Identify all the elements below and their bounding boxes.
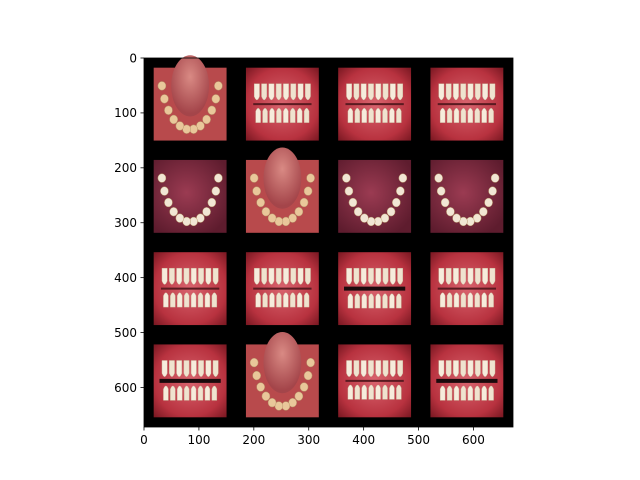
x-tick-label-400: 400 xyxy=(352,433,375,447)
tile-r2-c2-frontal-open xyxy=(338,252,412,326)
x-tick-label-500: 500 xyxy=(407,433,430,447)
x-tick-label-0: 0 xyxy=(140,433,148,447)
tile-r2-c3-frontal xyxy=(430,252,504,326)
x-tick-label-100: 100 xyxy=(187,433,210,447)
tile-r2-c1-frontal xyxy=(245,252,319,326)
y-tick-label-300: 300 xyxy=(114,216,137,230)
tile-r0-c1-frontal xyxy=(245,67,319,141)
y-tick-label-600: 600 xyxy=(114,381,137,395)
tile-r0-c0-lower-occlusal xyxy=(153,55,227,141)
tile-r3-c2-frontal xyxy=(338,344,412,418)
tile-r3-c0-frontal-open xyxy=(153,344,227,418)
y-tick-label-400: 400 xyxy=(114,271,137,285)
x-axis: 0 100 200 300 400 500 600 xyxy=(140,427,485,447)
tile-r3-c3-frontal-open xyxy=(430,344,504,418)
tile-r2-c0-frontal xyxy=(153,252,227,326)
tile-r1-c0-upper-occlusal xyxy=(153,159,227,233)
y-tick-label-500: 500 xyxy=(114,326,137,340)
tile-r1-c3-upper-occlusal xyxy=(430,159,504,233)
tile-r3-c1-lower-occlusal xyxy=(245,332,319,418)
y-axis: 0 100 200 300 400 500 600 xyxy=(114,51,144,395)
x-tick-label-600: 600 xyxy=(462,433,485,447)
x-tick-label-300: 300 xyxy=(297,433,320,447)
x-tick-label-200: 200 xyxy=(242,433,265,447)
tile-r0-c2-frontal xyxy=(338,67,412,141)
image-tiles xyxy=(153,55,504,418)
axes-spines xyxy=(143,57,514,428)
tile-r0-c3-frontal xyxy=(430,67,504,141)
y-tick-label-200: 200 xyxy=(114,161,137,175)
y-tick-label-0: 0 xyxy=(129,51,137,65)
axes-frame xyxy=(143,57,514,428)
tile-r1-c1-lower-occlusal xyxy=(245,147,319,233)
y-tick-label-100: 100 xyxy=(114,106,137,120)
tile-r1-c2-upper-occlusal xyxy=(338,159,412,233)
